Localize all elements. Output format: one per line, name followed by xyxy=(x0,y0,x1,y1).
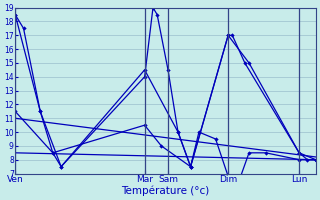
X-axis label: Température (°c): Température (°c) xyxy=(121,185,210,196)
